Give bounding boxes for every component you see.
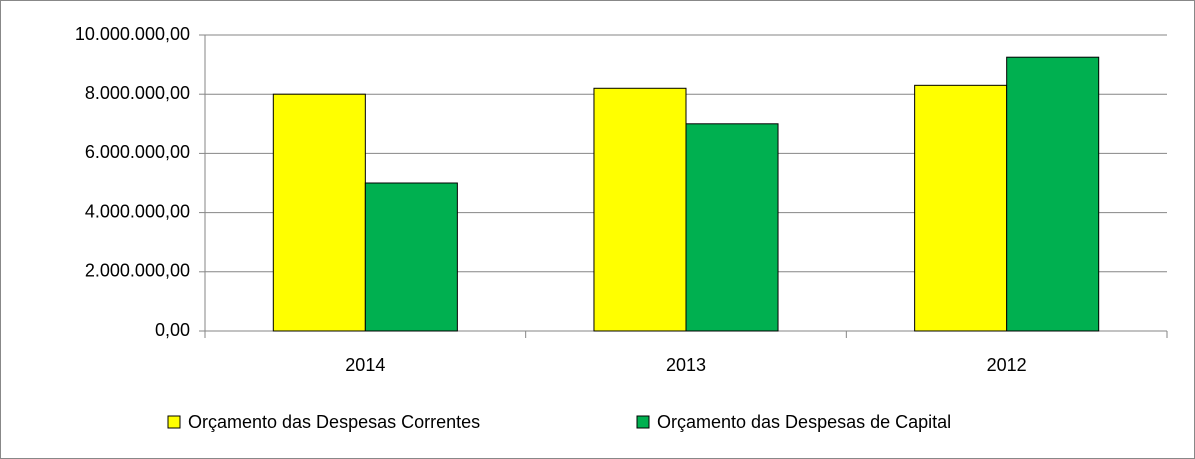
x-tick-label: 2012 — [987, 355, 1027, 375]
y-tick-label: 6.000.000,00 — [85, 142, 190, 162]
bar — [593, 87, 687, 332]
bar — [1006, 56, 1100, 332]
legend-label: Orçamento das Despesas de Capital — [657, 412, 951, 432]
bar — [914, 84, 1008, 332]
y-tick-label: 2.000.000,00 — [85, 261, 190, 281]
y-tick-label: 10.000.000,00 — [75, 24, 190, 44]
y-tick-label: 0,00 — [155, 320, 190, 340]
bar — [364, 182, 458, 332]
bar — [272, 93, 366, 332]
bar — [685, 123, 779, 332]
x-tick-label: 2014 — [345, 355, 385, 375]
legend-swatch — [636, 415, 650, 429]
y-tick-label: 8.000.000,00 — [85, 83, 190, 103]
legend-swatch — [167, 415, 181, 429]
y-tick-label: 4.000.000,00 — [85, 201, 190, 221]
legend-label: Orçamento das Despesas Correntes — [188, 412, 480, 432]
x-tick-label: 2013 — [666, 355, 706, 375]
